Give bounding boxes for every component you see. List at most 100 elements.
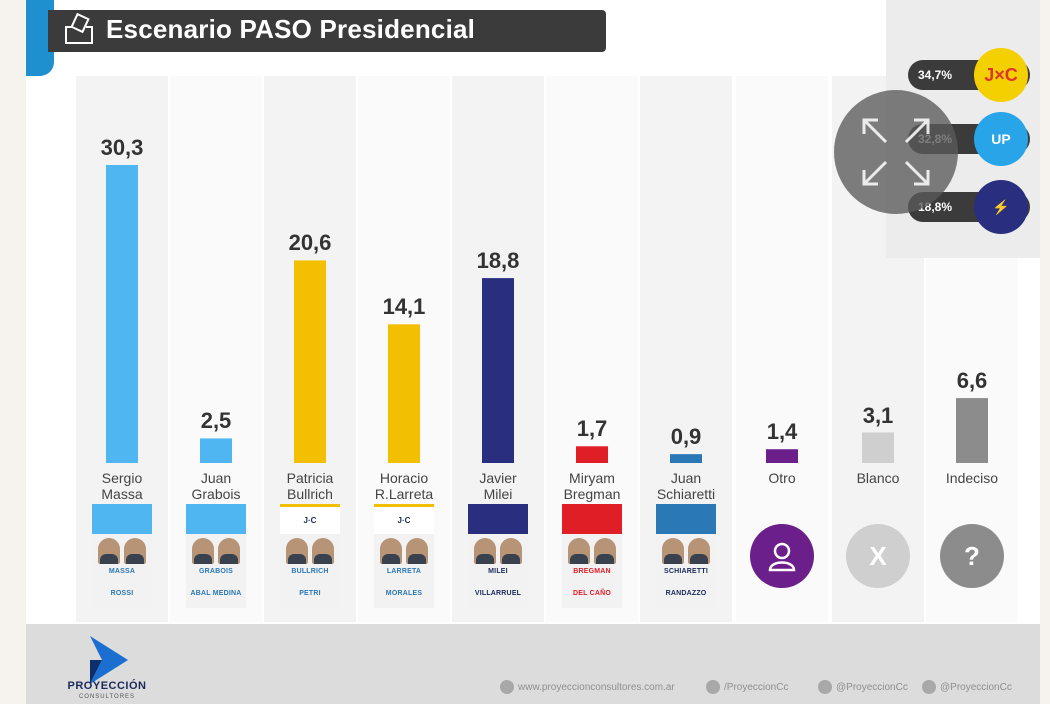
candidate-name-juan-grabois: Juan Grabois	[170, 470, 262, 502]
candidate-name-patricia-bullrich: Patricia Bullrich	[264, 470, 356, 502]
ballot-running-mate-name: DEL CAÑO	[572, 590, 612, 597]
bar-miryam-bregman	[576, 446, 608, 463]
ballot-card: SCHIARETTI RANDAZZO	[656, 504, 716, 608]
bar-blanco	[862, 432, 894, 463]
candidate-name-javier-milei: Javier Milei	[452, 470, 544, 502]
question-icon: ?	[940, 524, 1004, 588]
candidate-photo	[124, 538, 146, 564]
value-label-javier-milei: 18,8	[476, 248, 520, 274]
candidate-photo	[380, 538, 402, 564]
candidate-photo	[312, 538, 334, 564]
candidate-name-line: Juan	[200, 470, 232, 486]
ballot-running-mate-name: RANDAZZO	[665, 590, 707, 597]
candidate-name-line: Massa	[101, 486, 143, 502]
blank-x-icon: X	[846, 524, 910, 588]
value-label-horacio-r-larreta: 14,1	[382, 294, 426, 320]
value-label-otro: 1,4	[766, 419, 798, 445]
candidate-photo	[594, 538, 616, 564]
candidate-name-line: Milei	[483, 486, 513, 502]
ballot-candidate-name: BREGMAN	[573, 568, 611, 575]
bar-horacio-r-larreta	[388, 324, 420, 463]
social-link[interactable]: /ProyeccionCc	[706, 679, 788, 695]
sun-logo-icon: UP	[974, 112, 1028, 166]
candidate-name-line: Horacio	[379, 470, 429, 486]
candidate-photos	[566, 536, 618, 564]
candidate-name-line: Grabois	[191, 486, 241, 502]
candidate-photo	[500, 538, 522, 564]
brand-subtitle: CONSULTORES	[78, 694, 136, 700]
ballot-candidate-name: MASSA	[108, 568, 136, 575]
social-link-text: @ProyeccionCc	[940, 681, 1012, 693]
ballot-header	[468, 504, 528, 534]
candidate-name-line: Schiaretti	[656, 486, 716, 502]
social-link-text: @ProyeccionCc	[836, 681, 908, 693]
ballot-card: J·C LARRETA MORALES	[374, 504, 434, 608]
ballot-card: BREGMAN DEL CAÑO	[562, 504, 622, 608]
legend-badge-text: UP	[991, 131, 1011, 147]
candidate-photo	[218, 538, 240, 564]
candidate-name-line: Blanco	[856, 470, 900, 486]
page-title: Escenario PASO Presidencial	[106, 14, 476, 44]
social-link[interactable]: www.proyeccionconsultores.com.ar	[500, 679, 675, 695]
value-label-juan-schiaretti: 0,9	[670, 424, 702, 450]
ballot-running-mate-name: VILLARRUEL	[474, 590, 522, 597]
ballot-candidate-name: BULLRICH	[291, 568, 329, 575]
footer	[26, 624, 1040, 704]
ballot-card: J·C BULLRICH PETRI	[280, 504, 340, 608]
legend-badge-text: ⚡	[992, 198, 1010, 215]
bar-sergio-massa	[106, 165, 138, 463]
legend-percentage: 34,7%	[918, 68, 953, 82]
ballot-box-icon	[65, 13, 93, 44]
social-link[interactable]: @ProyeccionCc	[922, 679, 1012, 695]
bar-indeciso	[956, 398, 988, 463]
candidate-name-horacio-r-larreta: Horacio R.Larreta	[358, 470, 450, 502]
ballot-running-mate-name: PETRI	[299, 590, 321, 597]
expand-button[interactable]	[834, 90, 958, 214]
candidate-name-miryam-bregman: Miryam Bregman	[546, 470, 638, 502]
candidate-name-sergio-massa: Sergio Massa	[76, 470, 168, 502]
bar-otro	[766, 449, 798, 463]
candidate-photo	[688, 538, 710, 564]
candidate-photos	[378, 536, 430, 564]
candidate-name-indeciso: Indeciso	[926, 470, 1018, 486]
value-label-patricia-bullrich: 20,6	[288, 230, 332, 256]
ballot-header	[656, 504, 716, 534]
ballot-running-mate-name: ROSSI	[110, 590, 134, 597]
value-label-blanco: 3,1	[862, 402, 894, 428]
candidate-name-otro: Otro	[736, 470, 828, 486]
candidate-photos	[96, 536, 148, 564]
candidate-photo	[192, 538, 214, 564]
social-link[interactable]: @ProyeccionCc	[818, 679, 908, 695]
value-label-juan-grabois: 2,5	[200, 408, 232, 434]
title-bar	[48, 10, 606, 52]
person-icon	[750, 524, 814, 588]
value-label-sergio-massa: 30,3	[100, 135, 144, 160]
ballot-header: J·C	[374, 504, 434, 534]
flame-logo-icon: ⚡	[974, 180, 1028, 234]
ballot-running-mate-name: MORALES	[385, 590, 423, 597]
candidate-photo	[474, 538, 496, 564]
candidate-photo	[98, 538, 120, 564]
candidate-name-line: Miryam	[569, 470, 615, 486]
ballot-header	[186, 504, 246, 534]
ballot-card: MILEI VILLARRUEL	[468, 504, 528, 608]
bar-javier-milei	[482, 278, 514, 463]
ballot-header	[92, 504, 152, 534]
web-icon	[500, 680, 514, 694]
jxc-logo-icon: J×C	[974, 48, 1028, 102]
ballot-header	[562, 504, 622, 534]
ballot-candidate-name: SCHIARETTI	[664, 568, 708, 575]
ballot-running-mate-name: ABAL MEDINA	[190, 590, 242, 597]
twitter-icon	[818, 680, 832, 694]
candidate-name-line: Sergio	[101, 470, 143, 486]
candidate-photo	[286, 538, 308, 564]
bar-juan-grabois	[200, 438, 232, 463]
round-icon-glyph: ?	[964, 540, 980, 571]
candidate-name-line: Javier	[479, 470, 517, 486]
ballot-header-text: J·C	[303, 516, 317, 525]
round-icon-glyph: X	[869, 540, 887, 571]
candidate-photos	[190, 536, 242, 564]
ballot-card: MASSA ROSSI	[92, 504, 152, 608]
proyeccion-logo-icon	[90, 636, 128, 684]
